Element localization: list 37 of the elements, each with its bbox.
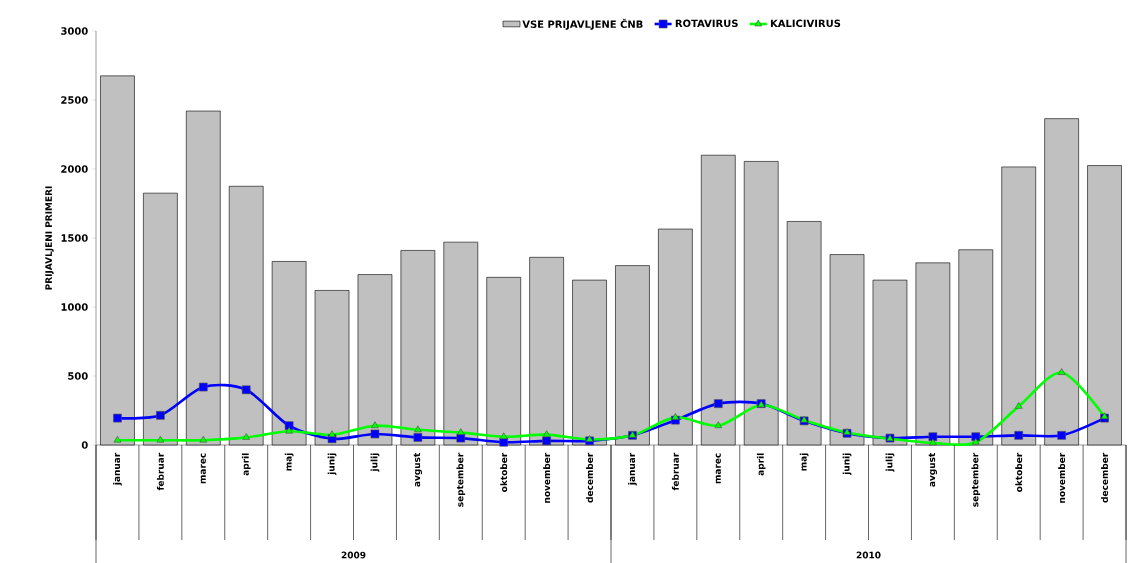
x-tick-label: oktober [500,452,508,492]
x-tick-label: julij [885,453,895,472]
x-tick-label: maj [799,453,809,471]
x-tick-label: julij [370,453,380,472]
y-tick-label: 0 [81,441,88,449]
y-tick-label: 1000 [61,303,88,311]
x-tick-label: september [456,452,466,507]
x-tick-label: april [756,453,766,476]
y-tick-label: 500 [68,372,88,380]
x-tick-label: marec [200,453,206,484]
x-tick-label: september [971,452,981,507]
x-tick-label: februar [156,452,164,491]
y-tick-label: 2000 [61,165,88,173]
text: 2010 [856,551,881,559]
x-tick-label: januar [113,452,122,486]
y-tick-label: 2500 [61,96,88,104]
y-axis-title: PRIJAVLJENI PRIMERI [45,186,54,290]
x-tick-label: maj [284,453,294,471]
x-tick-label: avgust [928,452,937,487]
x-tick-label: februar [671,452,679,491]
y-tick-label: 1500 [61,234,88,242]
x-tick-label: junij [327,453,337,476]
x-tick-label: marec [715,453,721,484]
x-tick-label: januar [628,452,637,486]
y-tick-label: 3000 [61,27,88,35]
text: 2009 [341,551,366,559]
x-tick-label: december [1101,452,1109,503]
x-tick-label: april [241,453,251,476]
x-tick-label: junij [842,453,852,476]
x-tick-label: november [543,452,551,503]
legend-label: ROTAVIRUS [675,19,738,28]
legend-label: VSE PRIJAVLJENE ČNB [522,18,643,30]
x-tick-label: oktober [1015,452,1023,492]
x-tick-label: november [1058,452,1066,503]
legend-label: KALICIVIRUS [770,19,841,28]
x-tick-label: avgust [413,452,422,487]
x-tick-label: december [586,452,594,503]
